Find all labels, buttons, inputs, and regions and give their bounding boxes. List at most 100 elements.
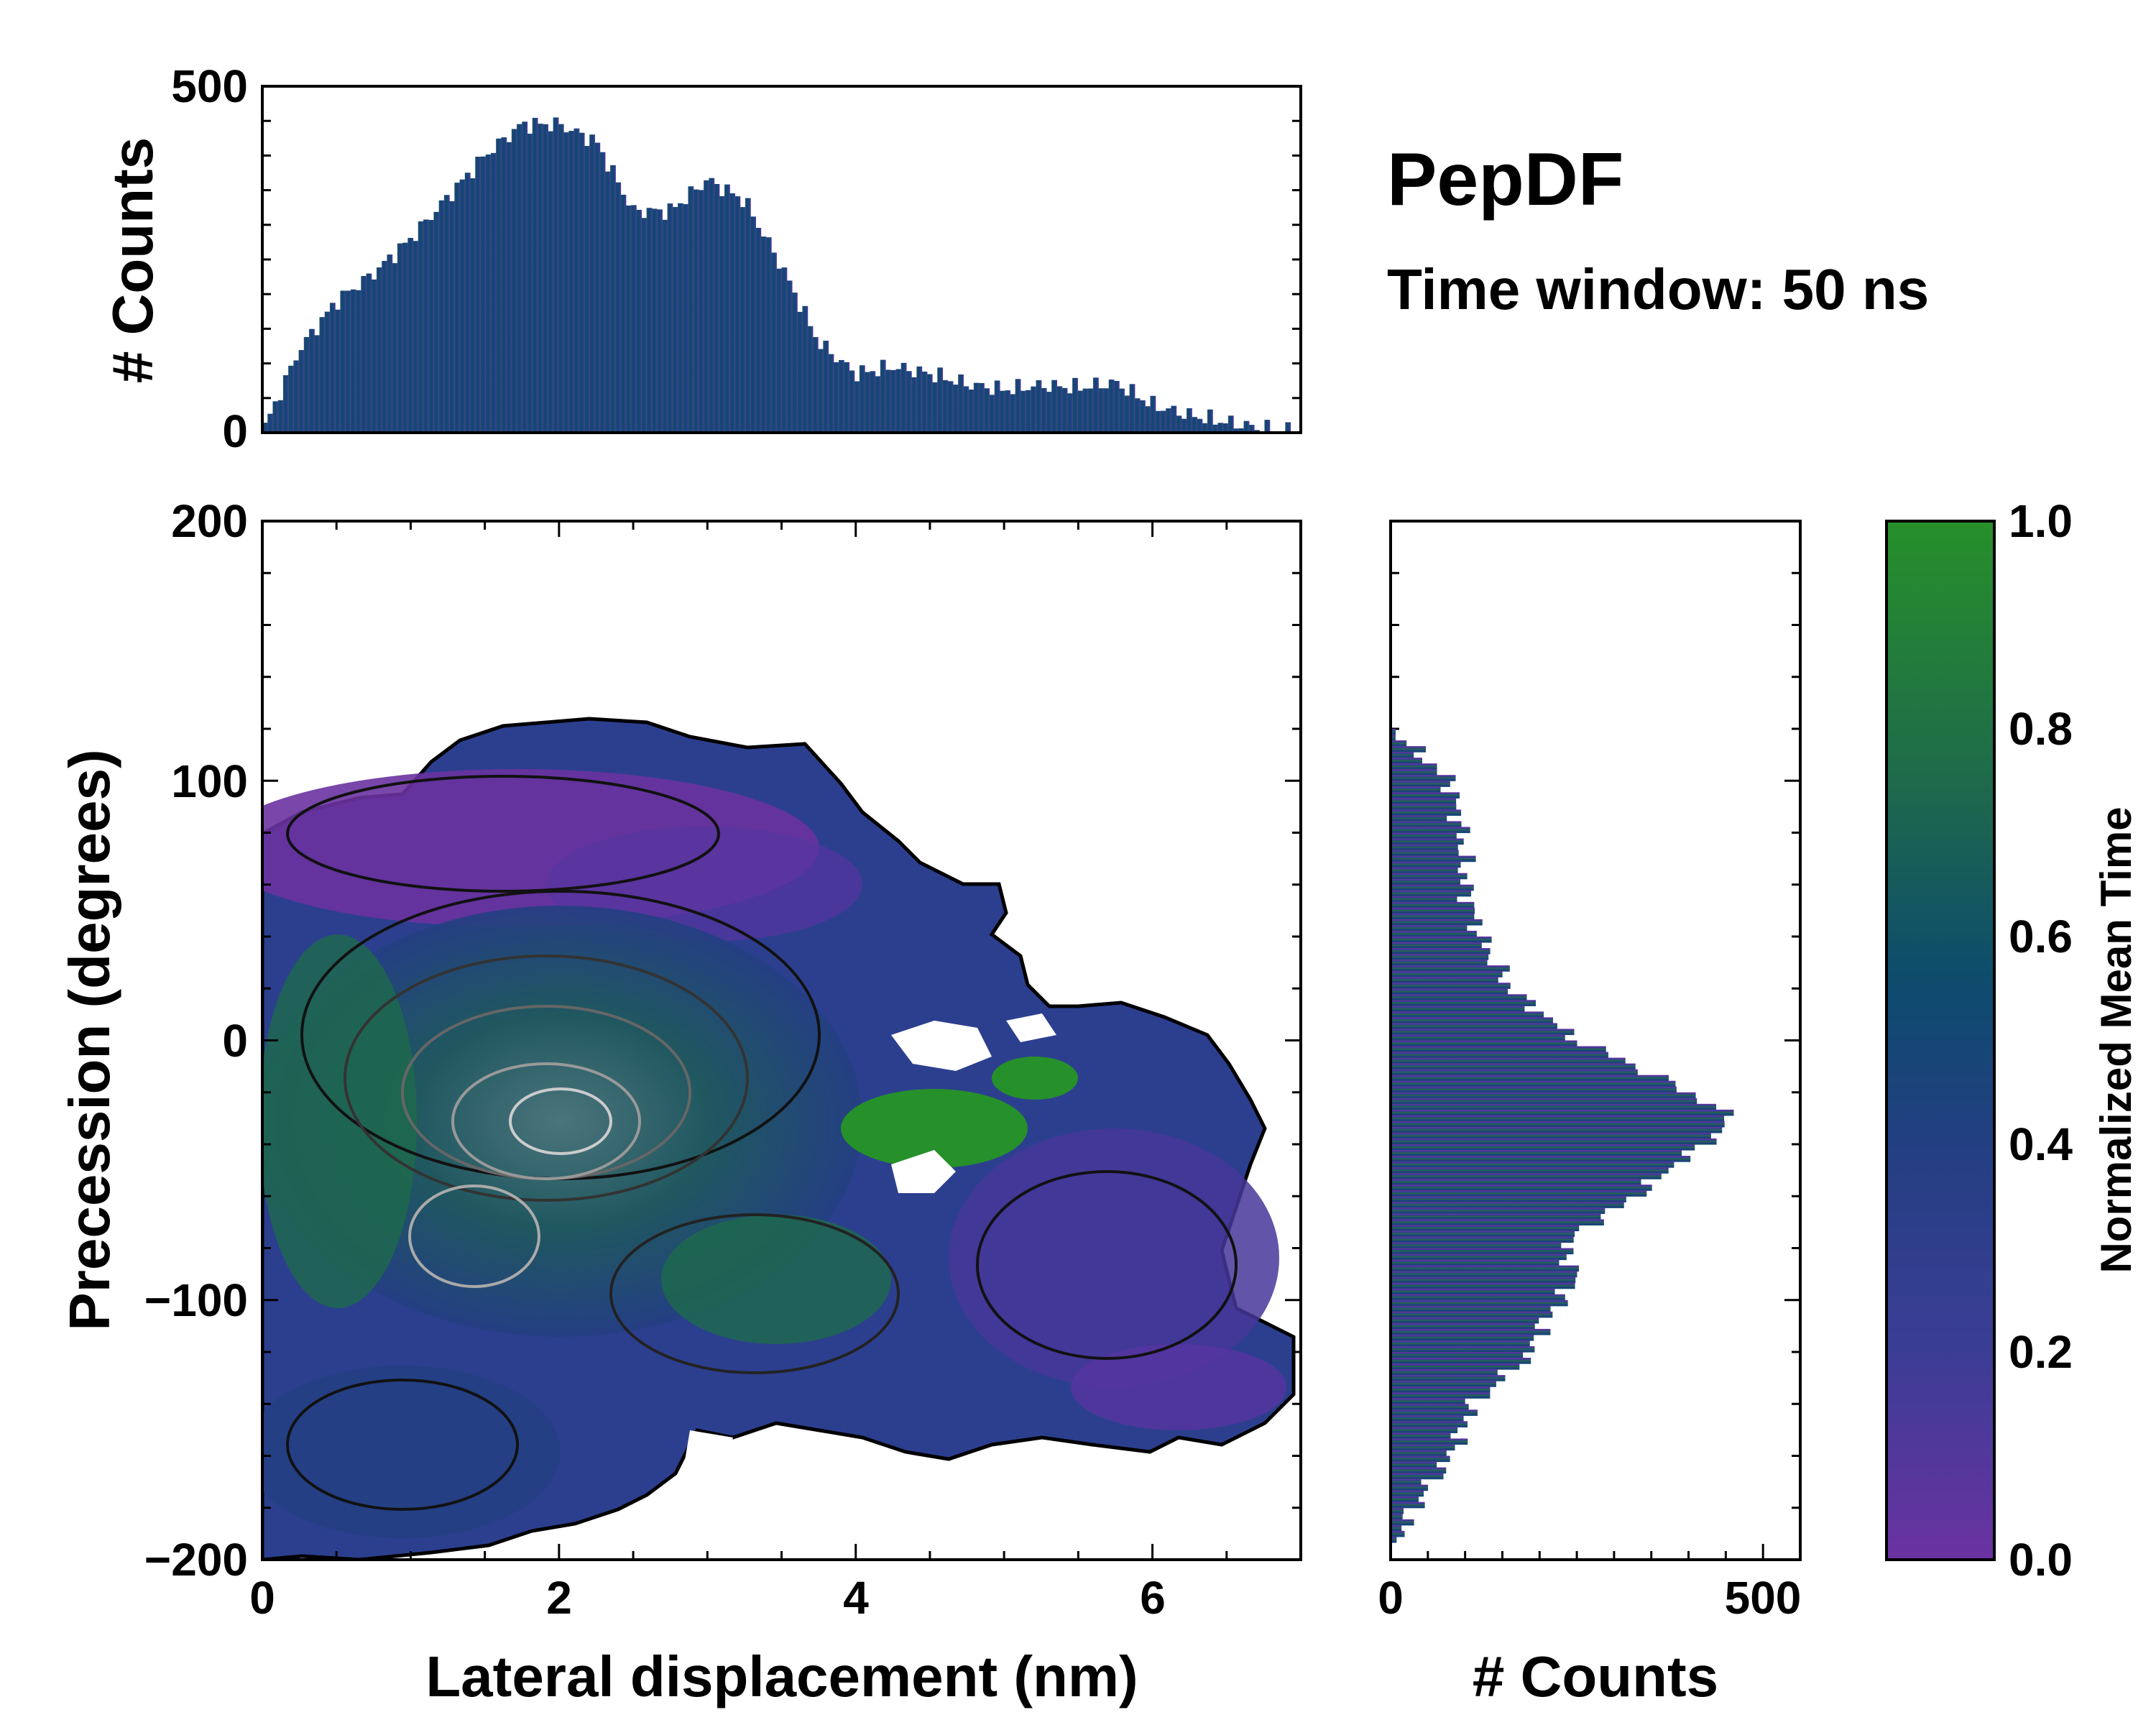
top-histogram-bar: [1056, 386, 1063, 433]
top-histogram-bar: [973, 382, 980, 433]
top-histogram-bar: [1020, 390, 1026, 433]
top-histogram-bar: [724, 184, 730, 433]
main-xtick-2: 2: [546, 1572, 572, 1624]
top-histogram-bar: [704, 180, 709, 433]
heatmap-green-patch-2: [992, 1057, 1078, 1100]
right-histogram-bar: [1391, 1034, 1565, 1041]
top-histogram-bar: [443, 195, 450, 433]
top-histogram-bar: [1212, 424, 1218, 433]
top-histogram-bar: [335, 309, 341, 433]
right-histogram-bar: [1391, 1444, 1455, 1451]
top-histogram-bar: [979, 382, 985, 433]
right-histogram-bar: [1391, 1063, 1636, 1070]
right-hist-xtick-500: 500: [1725, 1572, 1802, 1624]
right-histogram-bar: [1391, 1115, 1725, 1122]
colorbar-tick-0.4: 0.4: [2009, 1118, 2073, 1170]
top-histogram-bar: [532, 117, 538, 433]
top-histogram-bar: [932, 382, 938, 433]
right-histogram-bar: [1391, 763, 1437, 770]
top-histogram-bar: [807, 326, 814, 433]
top-histogram-bar: [402, 242, 408, 433]
colorbar-tick-0.6: 0.6: [2009, 911, 2073, 962]
main-xtick-6: 6: [1140, 1572, 1166, 1624]
top-histogram-bar: [438, 200, 445, 433]
top-histogram-bar: [771, 252, 777, 433]
right-histogram-bar: [1391, 1103, 1717, 1110]
right-histogram-bar: [1391, 1265, 1580, 1272]
right-histogram-bar: [1391, 775, 1456, 781]
top-histogram-bar: [407, 237, 414, 433]
top-histogram-bar: [459, 179, 466, 433]
right-histogram-bar: [1391, 1381, 1496, 1387]
right-histogram-bar: [1391, 1098, 1697, 1105]
top-histogram-bar: [382, 261, 387, 433]
right-histogram-bar: [1391, 948, 1491, 954]
right-histogram-bar: [1391, 740, 1407, 747]
top-histogram-bar: [517, 124, 522, 433]
right-histogram-bar: [1391, 1404, 1469, 1410]
right-histogram-bar: [1391, 1271, 1577, 1278]
right-histogram-bar: [1391, 1363, 1520, 1370]
top-histogram-bar: [1113, 380, 1120, 433]
top-histogram-bar: [854, 381, 860, 433]
top-histogram-bar: [900, 362, 907, 433]
right-histogram-bar: [1391, 850, 1459, 857]
main-ytick-200: 200: [171, 495, 248, 547]
right-histogram-bar: [1391, 1162, 1674, 1168]
right-histogram-bar: [1391, 1167, 1669, 1174]
top-histogram-bar: [968, 390, 975, 433]
top-hist-ytick-0: 0: [222, 405, 248, 457]
top-histogram-bar: [589, 134, 595, 433]
top-histogram-bar: [449, 201, 455, 433]
right-histogram-bar: [1391, 832, 1457, 840]
main-heatmap: 0 2 4 6 200 100 0 −100 −200 Lateral disp…: [57, 85, 1802, 1708]
colorbar-gradient: [1885, 520, 1996, 1561]
top-histogram-bar: [1077, 390, 1084, 433]
right-histogram-bar: [1391, 1219, 1604, 1225]
right-histogram-bar: [1391, 1196, 1626, 1202]
top-histogram-bar: [371, 279, 377, 433]
right-histogram-bar: [1391, 1386, 1491, 1393]
top-histogram-bar: [802, 305, 808, 433]
top-histogram-bar: [293, 360, 300, 433]
right-histogram-bar: [1391, 1305, 1551, 1312]
right-histogram-bar: [1391, 1473, 1444, 1480]
top-histogram-bar: [298, 350, 305, 433]
right-histogram-bar: [1391, 1173, 1662, 1179]
right-histogram-bar: [1391, 1011, 1544, 1018]
top-histogram-bar: [1150, 395, 1156, 433]
right-histogram-bar: [1391, 1017, 1554, 1024]
top-histogram-bar: [729, 193, 736, 433]
top-histogram-bar: [282, 375, 289, 433]
right-histogram-bar: [1391, 1075, 1669, 1082]
top-histogram-bar: [324, 311, 331, 433]
right-histogram-bar: [1391, 1156, 1691, 1162]
top-histogram-bar: [1248, 425, 1255, 433]
right-histogram-bar: [1391, 1352, 1524, 1358]
top-histogram-bar: [537, 124, 543, 433]
top-histogram-bar: [895, 369, 902, 433]
top-histogram-bar: [994, 380, 1000, 433]
main-ytick-neg200: −200: [144, 1534, 248, 1586]
top-histogram-bar: [859, 365, 865, 433]
top-histogram-bar: [765, 237, 772, 433]
top-histogram-bar: [844, 362, 850, 433]
right-histogram-bar: [1391, 913, 1475, 920]
top-histogram-bar: [433, 211, 440, 433]
right-histogram-bar: [1391, 994, 1527, 1000]
colorbar-tick-0.0: 0.0: [2009, 1534, 2073, 1586]
right-histogram-bar: [1391, 1438, 1468, 1445]
top-histogram-bar: [579, 132, 585, 433]
top-histogram-bar: [1217, 423, 1224, 433]
top-histogram-bar: [1140, 400, 1146, 433]
top-histogram-bar: [1026, 390, 1031, 433]
top-histogram-bar: [890, 369, 897, 433]
top-histogram-bar: [1005, 390, 1010, 433]
heatmap-green-patch: [841, 1089, 1028, 1168]
right-histogram-bar: [1391, 1300, 1568, 1307]
top-histogram-bar: [303, 336, 310, 433]
top-histogram-bar: [812, 336, 819, 433]
right-histogram-bar: [1391, 1369, 1498, 1376]
top-histogram-bar: [610, 165, 616, 433]
right-histogram-bar: [1391, 1248, 1574, 1255]
